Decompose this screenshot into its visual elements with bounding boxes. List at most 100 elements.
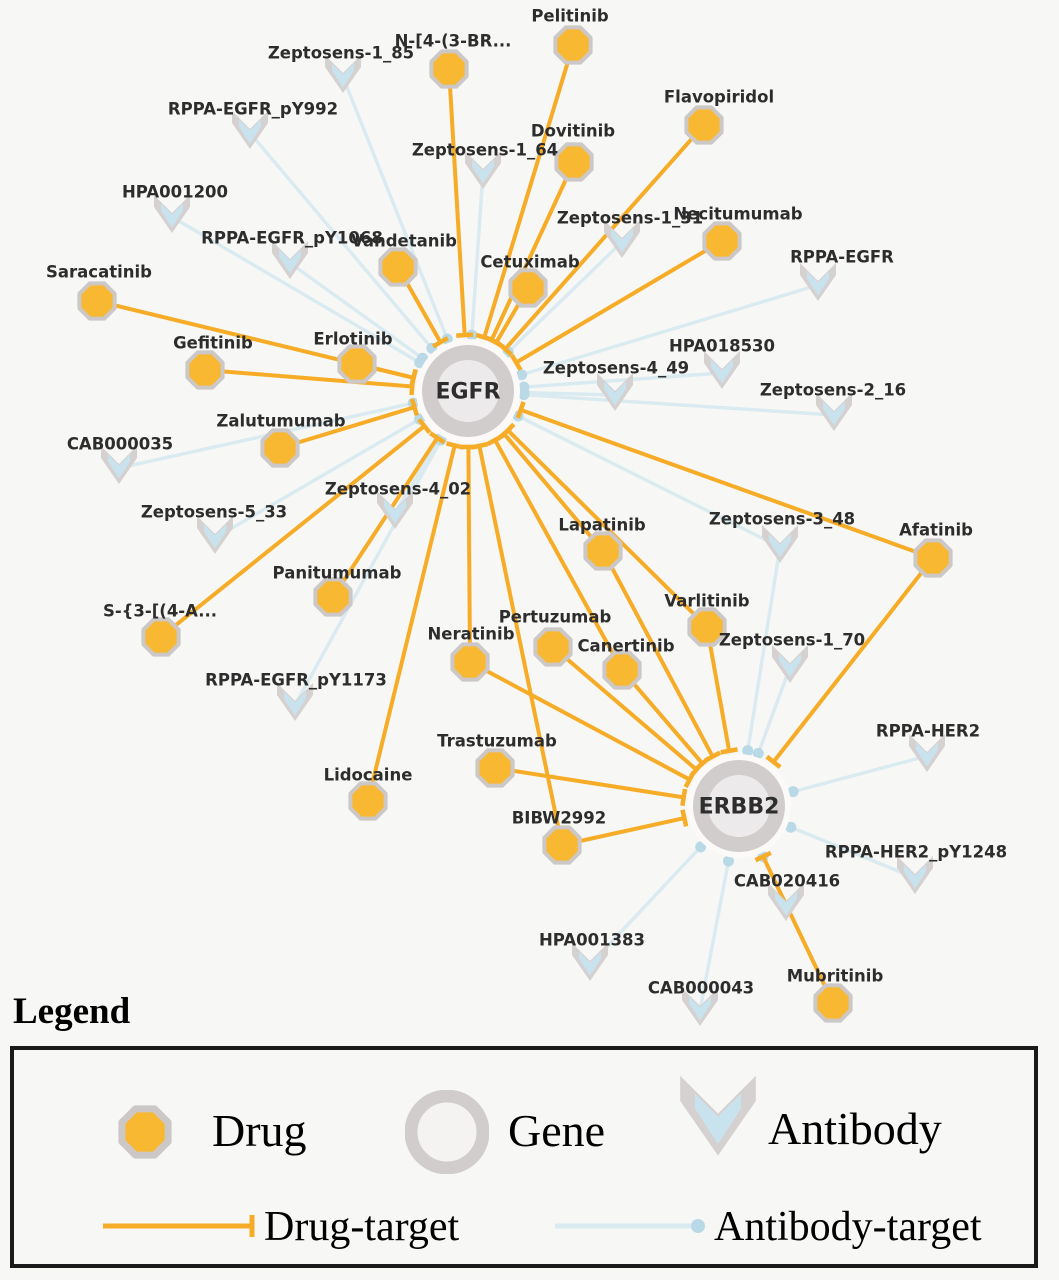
edge-zeptosens-2-16-egfr [518,389,835,417]
antibody-node-cab000035[interactable] [101,446,137,484]
edge-zeptosens-3-48-erbb2 [742,546,782,757]
drug-node-afatinib[interactable] [913,538,953,578]
drug-node-varlitinib[interactable] [687,607,727,647]
node-label-panitumumab: Panitumumab [273,564,402,583]
legend-box [10,1046,1038,1268]
antibody-node-cab020416[interactable] [768,883,804,921]
antibody-node-rppa-egfr-py992[interactable] [232,111,268,149]
drug-icon [118,1105,172,1159]
drug-node-vandetanib[interactable] [378,247,418,287]
drug-node-trastuzumab[interactable] [475,748,515,788]
node-label-pelitinib: Pelitinib [531,7,609,26]
drug-node-panitumumab[interactable] [313,577,353,617]
drug-node-flavopiridol[interactable] [684,105,724,145]
antibody-node-zeptosens-4-02[interactable] [377,491,413,529]
antibody-node-zeptosens-1-70[interactable] [772,645,808,683]
gene-label-erbb2: ERBB2 [699,795,780,820]
gene-node-erbb2[interactable]: ERBB2 [687,754,791,858]
legend-item-gene: Gene [508,1105,606,1156]
node-label-rppa-egfr-py1068: RPPA-EGFR_pY1068 [201,229,383,248]
antibody-node-rppa-egfr[interactable] [800,263,836,301]
antibody-node-zeptosens-3-48[interactable] [762,525,798,563]
drug-node-erlotinib[interactable] [337,344,377,384]
drug-node-pertuzumab[interactable] [533,627,573,667]
node-label-hpa018530: HPA018530 [669,337,775,356]
node-label-cetuximab: Cetuximab [480,253,580,272]
drug-node-lidocaine[interactable] [348,781,388,821]
antibody-node-zeptosens-2-16[interactable] [816,393,852,431]
node-label-n4-3br: N-[4-(3-BR... [395,32,512,51]
antibody-node-rppa-egfr-py1173[interactable] [277,683,313,721]
edge-rppa-egfr-egfr [516,283,819,381]
node-label-dovitinib: Dovitinib [531,122,615,141]
drug-node-s3-4a[interactable] [141,617,181,657]
node-label-rppa-her2-py1248: RPPA-HER2_pY1248 [825,843,1007,862]
antibody-node-cab000043[interactable] [682,988,718,1026]
edge-bibw2992-erbb2 [561,809,689,847]
edge-varlitinib-egfr [500,422,709,629]
antibody-node-zeptosens-1-85[interactable] [325,55,361,93]
gene-icon [405,1090,489,1174]
edge-hpa001383-erbb2 [588,841,707,967]
edge-zalutumumab-egfr [279,398,420,450]
antibody-node-hpa001383[interactable] [572,943,608,981]
edge-rppa-her2-py1248-erbb2 [785,821,916,880]
antibody-node-rppa-her2[interactable] [909,734,945,772]
node-label-cab000043: CAB000043 [648,979,754,998]
antibody-node-zeptosens-4-49[interactable] [597,373,633,411]
node-label-rppa-her2: RPPA-HER2 [876,722,980,741]
drug-node-neratinib[interactable] [450,642,490,682]
drug-node-n4-3br[interactable] [429,49,469,89]
node-label-gefitinib: Gefitinib [173,334,253,353]
antibody-node-zeptosens-1-64[interactable] [465,151,501,189]
antibody-node-zeptosens-1-31[interactable] [604,220,640,258]
drug-node-zalutumumab[interactable] [260,428,300,468]
edge-s3-4a-egfr [159,417,432,639]
legend-gene-icon [405,1090,489,1174]
node-label-hpa001200: HPA001200 [122,183,228,202]
legend-item-antibody: Antibody [768,1103,942,1154]
edge-necitumumab-egfr [509,239,724,371]
node-label-mubritinib: Mubritinib [787,967,884,986]
drug-target-edge-icon [103,1215,255,1237]
drug-node-gefitinib[interactable] [185,350,225,390]
antibody-node-hpa001200[interactable] [154,195,190,233]
drug-node-cetuximab[interactable] [508,268,548,308]
drug-node-bibw2992[interactable] [542,825,582,865]
edge-mubritinib-erbb2 [754,850,835,1004]
legend-drug-icon [118,1105,172,1159]
node-label-zeptosens-5-33: Zeptosens-5_33 [141,503,287,522]
node-label-pertuzumab: Pertuzumab [499,608,612,627]
legend-item-drug-target: Drug-target [264,1204,460,1250]
node-label-afatinib: Afatinib [899,521,973,540]
drug-node-saracatinib[interactable] [77,281,117,321]
node-label-neratinib: Neratinib [427,625,514,644]
edge-n4-3br-egfr [447,68,474,338]
drug-node-pelitinib[interactable] [553,25,593,65]
antibody-node-rppa-her2-py1248[interactable] [897,856,933,894]
node-label-cab020416: CAB020416 [734,872,840,891]
node-label-zeptosens-4-02: Zeptosens-4_02 [325,480,471,499]
node-label-rppa-egfr-py1173: RPPA-EGFR_pY1173 [205,671,387,690]
node-label-hpa001383: HPA001383 [539,931,645,950]
drug-node-necitumumab[interactable] [702,221,742,261]
node-label-zeptosens-1-70: Zeptosens-1_70 [719,631,865,650]
node-label-varlitinib: Varlitinib [664,592,749,611]
drug-node-lapatinib[interactable] [583,531,623,571]
drug-node-dovitinib[interactable] [554,142,594,182]
node-label-zeptosens-1-64: Zeptosens-1_64 [412,141,558,160]
antibody-node-hpa018530[interactable] [704,351,740,389]
node-label-necitumumab: Necitumumab [673,205,802,224]
antibody-node-rppa-egfr-py1068[interactable] [272,241,308,279]
edge-zeptosens-1-70-erbb2 [752,666,792,759]
drug-node-canertinib[interactable] [602,650,642,690]
drug-node-mubritinib[interactable] [813,983,853,1023]
node-label-canertinib: Canertinib [577,637,674,656]
legend-item-antibody-target: Antibody-target [714,1204,982,1250]
edge-trastuzumab-erbb2 [494,766,688,807]
antibody-node-zeptosens-5-33[interactable] [197,516,233,554]
gene-node-egfr[interactable]: EGFR [416,339,520,443]
node-label-rppa-egfr: RPPA-EGFR [790,248,894,267]
